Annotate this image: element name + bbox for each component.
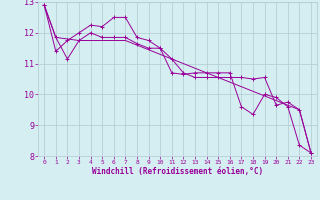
- X-axis label: Windchill (Refroidissement éolien,°C): Windchill (Refroidissement éolien,°C): [92, 167, 263, 176]
